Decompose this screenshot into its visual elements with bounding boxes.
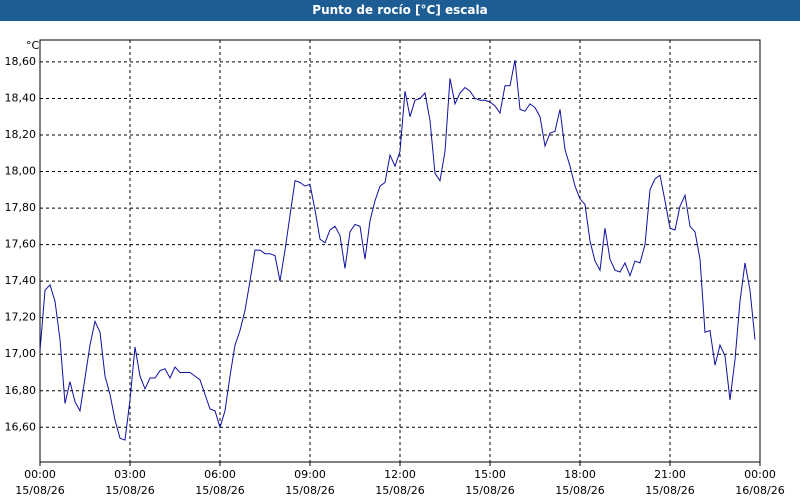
data-line	[39, 60, 756, 441]
y-tick-label: 17,00	[5, 347, 37, 360]
title-bar: Punto de rocío [°C] escala	[0, 0, 800, 21]
y-tick-label: 16,60	[5, 420, 37, 433]
y-tick-label: 18,00	[5, 165, 37, 178]
y-tick-label: 17,20	[5, 311, 37, 324]
x-tick-label: 00:00	[24, 468, 56, 481]
x-tick-label: 03:00	[114, 468, 146, 481]
x-tick-date: 15/08/26	[15, 484, 64, 497]
y-tick-label: 18,20	[5, 128, 37, 141]
x-tick-date: 15/08/26	[465, 484, 514, 497]
y-tick-label: 16,80	[5, 384, 37, 397]
x-tick-date: 15/08/26	[105, 484, 154, 497]
x-tick-date: 15/08/26	[195, 484, 244, 497]
y-tick-label: 18,40	[5, 91, 37, 104]
y-tick-label: 17,80	[5, 201, 37, 214]
y-tick-label: 17,40	[5, 274, 37, 287]
y-tick-label: 18,60	[5, 55, 37, 68]
x-tick-label: 12:00	[384, 468, 416, 481]
x-tick-date: 15/08/26	[555, 484, 604, 497]
x-tick-label: 15:00	[474, 468, 506, 481]
x-tick-label: 21:00	[654, 468, 686, 481]
x-tick-date: 15/08/26	[285, 484, 334, 497]
y-tick-label: 17,60	[5, 238, 37, 251]
x-tick-label: 09:00	[294, 468, 326, 481]
y-axis-unit: °C	[26, 39, 40, 52]
plot-frame	[39, 39, 761, 463]
x-tick-label: 06:00	[204, 468, 236, 481]
x-tick-date: 15/08/26	[645, 484, 694, 497]
x-tick-label: 18:00	[564, 468, 596, 481]
x-tick-label: 00:00	[744, 468, 776, 481]
x-tick-date: 15/08/26	[375, 484, 424, 497]
x-tick-date: 16/08/26	[735, 484, 784, 497]
